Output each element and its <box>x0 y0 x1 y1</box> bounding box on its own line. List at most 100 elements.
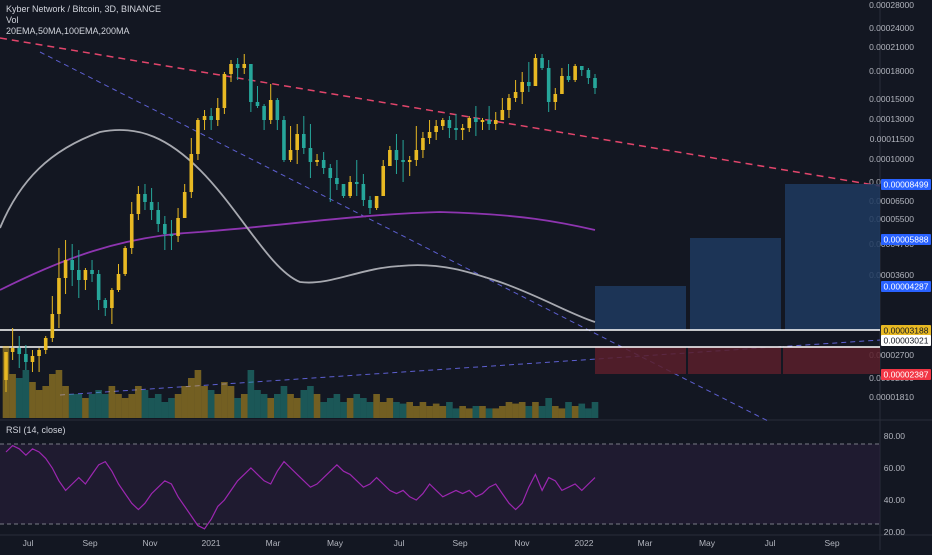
volume-bar <box>326 398 334 418</box>
candle-body <box>474 118 478 122</box>
volume-bar <box>512 403 519 418</box>
volume-bar <box>346 398 354 418</box>
candle-body <box>381 166 386 196</box>
candle-body <box>295 134 299 150</box>
time-tick-label: 2021 <box>202 538 221 548</box>
volume-bar <box>413 406 420 418</box>
volume-bar <box>307 386 314 418</box>
candle-body <box>427 132 432 138</box>
volume-bar <box>82 398 89 418</box>
volume-bar <box>472 406 480 418</box>
candle-body <box>434 126 438 132</box>
candle-body <box>282 120 286 160</box>
volume-bar <box>551 406 559 418</box>
candle-body <box>566 76 571 80</box>
candle-body <box>368 200 372 208</box>
candle-body <box>215 108 220 120</box>
volume-bar <box>267 398 275 418</box>
candle-body <box>37 350 41 356</box>
candle-body <box>43 338 48 350</box>
time-tick-label: Nov <box>514 538 530 548</box>
candle-body <box>110 290 114 308</box>
volume-bar <box>2 346 10 418</box>
volume-bar <box>22 370 30 418</box>
volume-bar <box>101 394 109 418</box>
time-tick-label: Mar <box>266 538 281 548</box>
candle-body <box>275 100 280 120</box>
rsi-tick-label: 20.00 <box>884 527 906 537</box>
volume-bar <box>505 402 513 418</box>
volume-bar <box>320 402 327 418</box>
volume-bar <box>154 394 162 418</box>
candle-body <box>57 278 61 314</box>
candle-body <box>196 120 200 154</box>
volume-bar <box>168 398 175 418</box>
candle-body <box>182 192 187 218</box>
candle-body <box>374 196 379 208</box>
candle-body <box>90 270 94 274</box>
volume-bar <box>55 370 63 418</box>
volume-bar <box>115 394 122 418</box>
candle-body <box>83 270 88 280</box>
volume-bar <box>88 394 96 418</box>
time-tick-label: Jul <box>23 538 34 548</box>
volume-bar <box>399 403 407 418</box>
price-tag-label: 0.00003188 <box>884 326 929 336</box>
candle-body <box>579 66 584 70</box>
candle-body <box>533 58 538 86</box>
candle-body <box>143 194 147 202</box>
candle-body <box>308 148 313 162</box>
candle-body <box>63 260 68 278</box>
candle-body <box>407 160 412 162</box>
price-tag-label: 0.00008499 <box>884 180 929 190</box>
volume-bar <box>585 408 592 418</box>
volume-bar <box>207 390 215 418</box>
candle-body <box>540 58 544 68</box>
ma-legend: 20EMA,50MA,100EMA,200MA <box>6 26 130 36</box>
candle-body <box>202 116 207 120</box>
candle-body <box>354 182 359 184</box>
volume-bar <box>518 402 526 418</box>
candle-body <box>262 106 266 120</box>
candle-body <box>302 134 306 148</box>
candle-body <box>123 248 127 274</box>
price-tag-label: 0.00005888 <box>884 235 929 245</box>
rsi-tick-label: 80.00 <box>884 431 906 441</box>
volume-bar <box>75 394 83 418</box>
candle-body <box>440 120 445 126</box>
volume-bar <box>227 386 235 418</box>
volume-bar <box>558 408 566 418</box>
volume-bar <box>108 386 116 418</box>
price-tag-box <box>881 369 931 380</box>
time-tick-label: Sep <box>82 538 97 548</box>
candle-body <box>176 218 180 236</box>
price-tick-label: 0.00002700 <box>869 350 914 360</box>
candle-body <box>447 120 452 128</box>
volume-bar <box>379 402 387 418</box>
candle-body <box>116 274 121 290</box>
volume-bar <box>591 402 599 418</box>
price-tick-label: 0.00010000 <box>869 154 914 164</box>
rsi-legend: RSI (14, close) <box>6 425 66 435</box>
blue-descending-trendline <box>39 51 771 423</box>
volume-bar <box>221 382 228 418</box>
candle-body <box>96 274 101 300</box>
volume-bar <box>565 402 572 418</box>
volume-bar <box>9 374 16 418</box>
price-tick-label: 0.00024000 <box>869 23 914 33</box>
candle-body <box>586 70 591 78</box>
volume-bar <box>300 390 308 418</box>
price-tag-label: 0.00002387 <box>884 370 929 380</box>
volume-bar <box>141 390 149 418</box>
price-tick-label: 0.00018000 <box>869 66 914 76</box>
volume-bar <box>360 398 367 418</box>
candle-body <box>454 128 458 130</box>
volume-legend: Vol <box>6 15 19 25</box>
candle-body <box>17 348 22 354</box>
volume-bar <box>459 406 466 418</box>
price-tag-box <box>881 325 931 336</box>
volume-bar <box>333 394 341 418</box>
price-tick-label: 0.00005500 <box>869 214 914 224</box>
